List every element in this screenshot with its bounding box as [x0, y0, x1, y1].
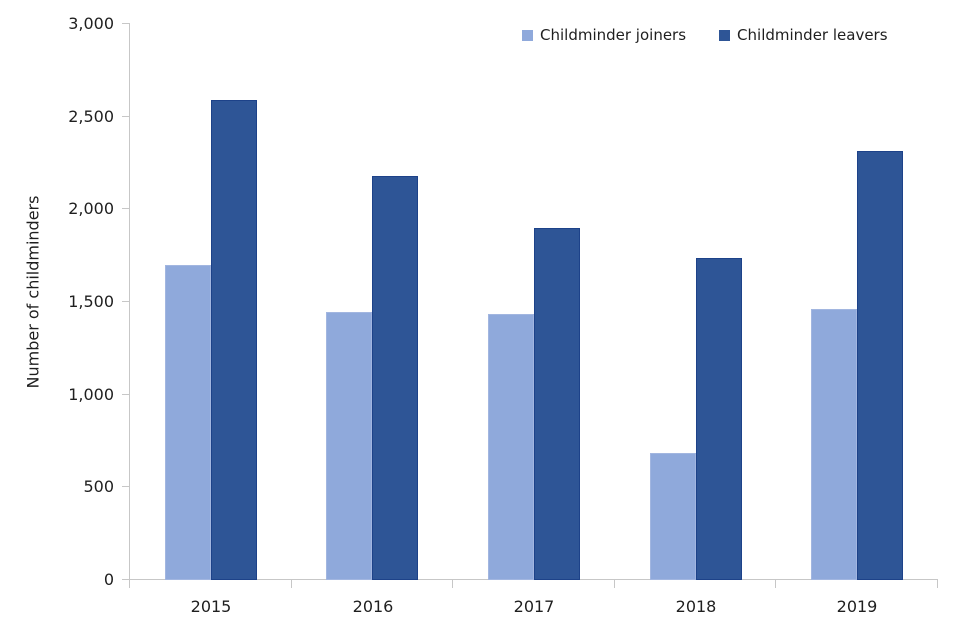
bar-childminder-leavers-2019	[857, 151, 903, 580]
y-axis-tick	[122, 23, 130, 24]
bar-childminder-joiners-2015	[165, 265, 211, 580]
x-axis-category-label: 2019	[836, 597, 878, 616]
y-axis-tick-label: 2,000	[68, 199, 114, 218]
y-axis-tick	[122, 116, 130, 117]
x-axis-tick	[937, 580, 938, 588]
x-axis-category-label: 2016	[352, 597, 394, 616]
x-axis-tick	[614, 580, 615, 588]
y-axis-tick-label: 500	[83, 477, 114, 496]
x-axis-category-label: 2017	[513, 597, 555, 616]
bar-childminder-joiners-2019	[811, 309, 857, 580]
y-axis-tick-label: 1,500	[68, 292, 114, 311]
x-axis-tick	[291, 580, 292, 588]
legend-label-leavers: Childminder leavers	[737, 26, 888, 44]
bar-childminder-leavers-2017	[534, 228, 580, 580]
legend-swatch-leavers-icon	[719, 29, 731, 41]
x-axis-category-label: 2015	[190, 597, 232, 616]
legend-item-joiners: Childminder joiners	[522, 26, 686, 44]
bar-childminder-joiners-2018	[650, 453, 696, 580]
bar-childminder-joiners-2017	[488, 314, 534, 580]
y-axis-line	[129, 24, 130, 588]
chart-legend: Childminder joiners Childminder leavers	[522, 26, 888, 44]
y-axis-tick-label: 1,000	[68, 385, 114, 404]
legend-swatch-joiners-icon	[522, 29, 533, 41]
x-axis-tick	[452, 580, 453, 588]
bar-childminder-joiners-2016	[326, 312, 372, 580]
x-axis-category-label: 2018	[675, 597, 717, 616]
bar-childminder-leavers-2015	[211, 100, 257, 580]
legend-label-joiners: Childminder joiners	[540, 26, 687, 44]
y-axis-tick-label: 0	[103, 570, 114, 589]
y-axis-tick-label: 3,000	[68, 14, 114, 33]
bar-childminder-leavers-2016	[372, 176, 418, 580]
y-axis-tick	[122, 394, 130, 395]
bar-childminder-leavers-2018	[696, 258, 742, 580]
y-axis-tick	[122, 301, 130, 302]
y-axis-title: Number of childminders	[23, 195, 43, 389]
y-axis-tick-label: 2,500	[68, 107, 114, 126]
x-axis-tick	[775, 580, 776, 588]
x-axis-tick	[129, 580, 130, 588]
y-axis-tick	[122, 579, 130, 580]
y-axis-tick	[122, 486, 130, 487]
legend-item-leavers: Childminder leavers	[719, 26, 888, 44]
y-axis-tick	[122, 208, 130, 209]
